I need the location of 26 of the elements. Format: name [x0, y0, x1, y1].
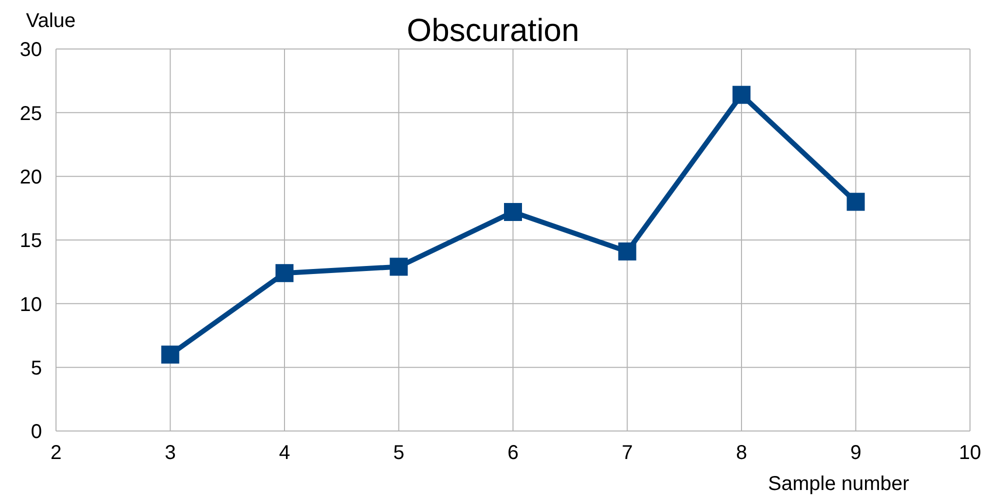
y-tick-label: 0	[30, 421, 42, 444]
y-tick-label: 10	[20, 294, 42, 316]
x-tick-label: 4	[278, 442, 290, 464]
chart-title: Obscuration	[406, 12, 580, 48]
x-axis-title: Sample number	[768, 473, 910, 496]
x-tick-label: 7	[622, 442, 633, 464]
x-tick-label: 2	[50, 442, 62, 464]
y-tick-label: 15	[20, 230, 42, 252]
x-tick-label: 5	[393, 442, 404, 464]
x-tick-label: 10	[958, 442, 982, 464]
point	[504, 202, 522, 221]
point	[846, 192, 865, 211]
x-tick-label: 3	[164, 442, 176, 464]
point	[732, 86, 750, 104]
point	[276, 264, 294, 282]
x-tick-label: 9	[850, 442, 862, 464]
y-axis-title: Value	[26, 10, 76, 33]
x-tick-label: 8	[736, 442, 748, 464]
y-tick-label: 5	[30, 357, 42, 380]
x-tick-label: 6	[507, 442, 519, 464]
y-tick-label: 30	[20, 39, 42, 62]
point	[161, 346, 180, 364]
y-tick-label: 25	[20, 102, 42, 125]
point	[618, 242, 636, 260]
y-tick-label: 20	[20, 166, 42, 188]
point	[390, 258, 408, 276]
